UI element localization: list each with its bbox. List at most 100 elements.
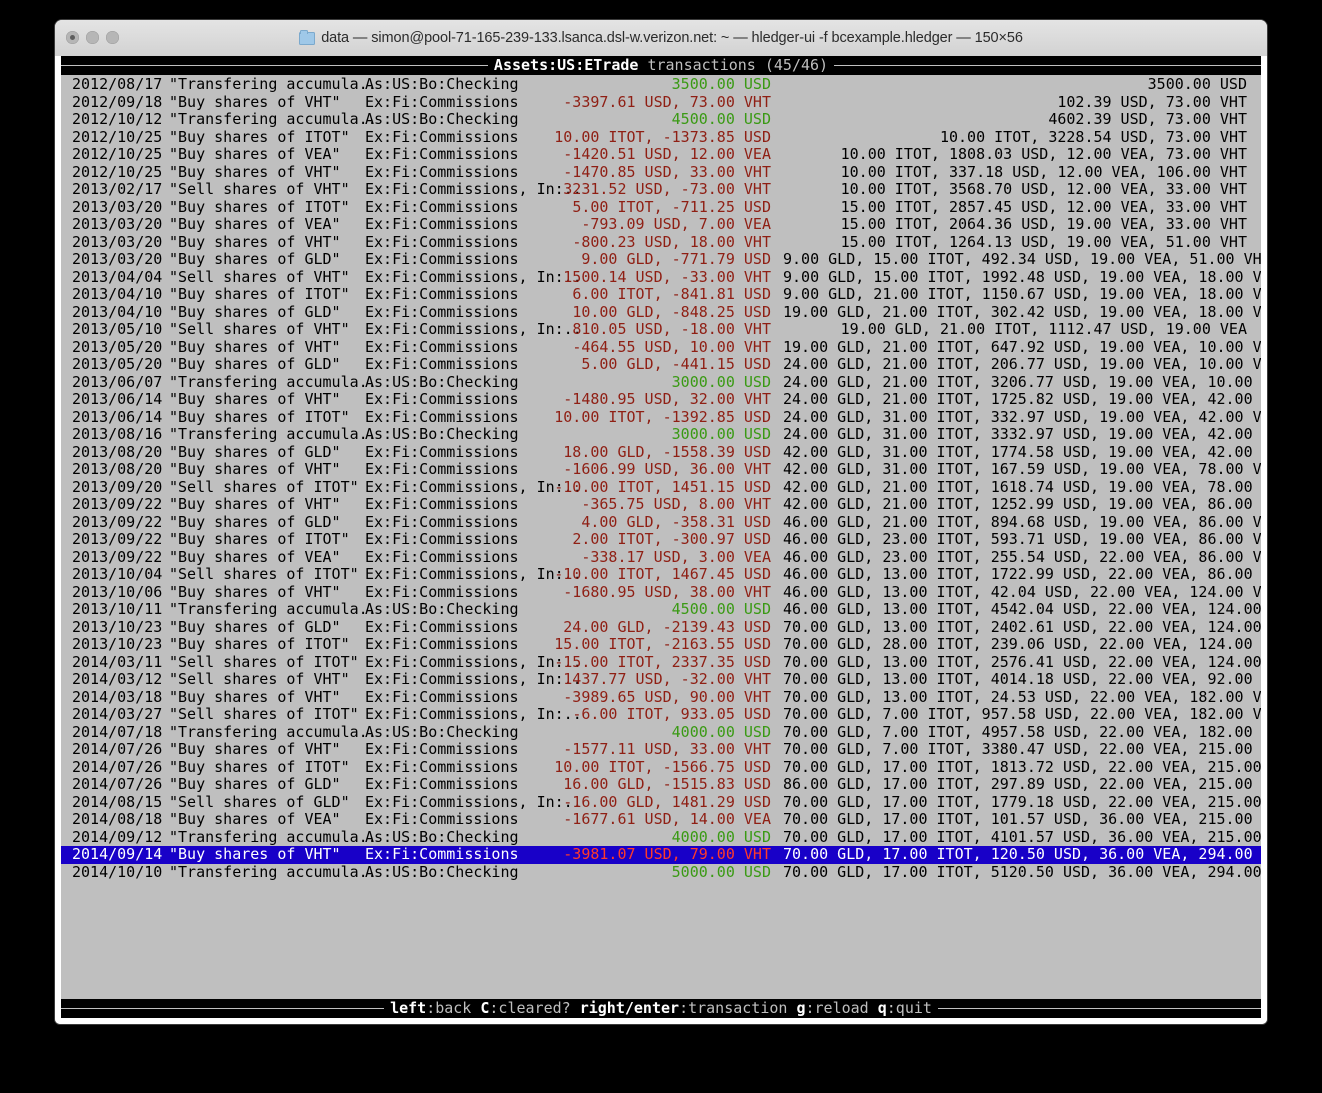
table-row[interactable]: 2013/05/20 "Buy shares of GLD" Ex:Fi:Commi… [61, 355, 1261, 374]
table-row[interactable]: 2013/05/20 "Buy shares of VHT" Ex:Fi:Commi… [61, 338, 1261, 357]
row-balance: 10.00 ITOT, 337.18 USD, 12.00 VEA, 106.0… [840, 162, 1247, 181]
status-key[interactable]: left [390, 999, 427, 1017]
status-key-desc: :transaction [679, 999, 797, 1017]
row-balance: 46.00 GLD, 23.00 ITOT, 255.54 USD, 22.00… [783, 547, 1261, 566]
row-account: Ex:Fi:Commissions [365, 302, 519, 321]
table-row[interactable]: 2013/09/22 "Buy shares of GLD" Ex:Fi:Commi… [61, 513, 1261, 532]
table-row[interactable]: 2013/10/06 "Buy shares of VHT" Ex:Fi:Commi… [61, 583, 1261, 602]
table-row[interactable]: 2013/05/10 "Sell shares of VHT" Ex:Fi:Comm… [61, 320, 1261, 339]
row-account: Ex:Fi:Commissions [365, 285, 519, 303]
status-key-desc: :back [426, 999, 481, 1017]
table-row[interactable]: 2014/09/14 "Buy shares of VHT" Ex:Fi:Commi… [61, 845, 1261, 864]
row-date: 2013/09/22 [72, 530, 163, 548]
status-key-desc: :quit [886, 999, 932, 1017]
table-row[interactable]: 2013/09/22 "Buy shares of VHT" Ex:Fi:Commi… [61, 495, 1261, 514]
header-rest: transactions (45/46) [638, 56, 829, 74]
row-account: As:US:Bo:Checking [365, 600, 519, 618]
table-row[interactable]: 2013/03/20 "Buy shares of VHT" Ex:Fi:Commi… [61, 232, 1261, 252]
row-balance: 102.39 USD, 73.00 VHT [1057, 92, 1247, 111]
status-key[interactable]: g [796, 999, 806, 1017]
table-row[interactable]: 2013/03/20 "Buy shares of GLD" Ex:Fi:Commi… [61, 250, 1261, 269]
table-row[interactable]: 2013/10/04 "Sell shares of ITOT" Ex:Fi:Com… [61, 565, 1261, 584]
table-row[interactable]: 2014/07/26 "Buy shares of VHT" Ex:Fi:Commi… [61, 740, 1261, 759]
row-balance: 15.00 ITOT, 2857.45 USD, 12.00 VEA, 33.0… [840, 197, 1247, 216]
table-row[interactable]: 2013/08/20 "Buy shares of VHT" Ex:Fi:Commi… [61, 460, 1261, 479]
row-date: 2014/07/26 [72, 775, 163, 793]
table-row[interactable]: 2012/10/25 "Buy shares of ITOT" Ex:Fi:Comm… [61, 127, 1261, 147]
row-account: As:US:Bo:Checking [365, 110, 519, 128]
table-row[interactable]: 2013/09/20 "Sell shares of ITOT" Ex:Fi:Com… [61, 478, 1261, 497]
row-description: "Buy shares of ITOT" [169, 757, 350, 776]
table-row[interactable]: 2014/03/27 "Sell shares of ITOT" Ex:Fi:Com… [61, 705, 1261, 724]
row-date: 2013/08/16 [72, 425, 163, 443]
table-row[interactable]: 2014/08/15 "Sell shares of GLD" Ex:Fi:Comm… [61, 793, 1261, 812]
row-balance: 70.00 GLD, 17.00 ITOT, 101.57 USD, 36.00… [783, 810, 1261, 828]
table-row[interactable]: 2012/10/12 "Transfering accumula.. As:US:B… [61, 110, 1261, 129]
row-account: Ex:Fi:Commissions, In:.. [365, 670, 582, 688]
table-row[interactable]: 2013/10/23 "Buy shares of ITOT" Ex:Fi:Comm… [61, 635, 1261, 654]
table-row[interactable]: 2013/04/04 "Sell shares of VHT" Ex:Fi:Comm… [61, 267, 1261, 287]
zoom-icon[interactable] [106, 31, 119, 44]
row-amount: -1606.99 USD, 36.00 VHT [563, 460, 771, 478]
row-description: "Buy shares of GLD" [169, 250, 341, 268]
table-row[interactable]: 2013/04/10 "Buy shares of ITOT" Ex:Fi:Comm… [61, 285, 1261, 304]
table-row[interactable]: 2014/03/18 "Buy shares of VHT" Ex:Fi:Commi… [61, 688, 1261, 707]
table-row[interactable]: 2012/10/25 "Buy shares of VHT" Ex:Fi:Commi… [61, 162, 1261, 182]
row-amount: 3000.00 USD [671, 372, 771, 391]
table-row[interactable]: 2014/10/10 "Transfering accumula.. As:US:B… [61, 863, 1261, 882]
status-key[interactable]: right/enter [579, 999, 680, 1017]
table-row[interactable]: 2013/03/20 "Buy shares of ITOT" Ex:Fi:Comm… [61, 197, 1261, 217]
row-account: Ex:Fi:Commissions [365, 92, 519, 111]
table-row[interactable]: 2014/08/18 "Buy shares of VEA" Ex:Fi:Commi… [61, 810, 1261, 829]
row-account: Ex:Fi:Commissions [365, 775, 519, 793]
table-row[interactable]: 2013/08/16 "Transfering accumula.. As:US:B… [61, 425, 1261, 444]
row-balance: 19.00 GLD, 21.00 ITOT, 302.42 USD, 19.00… [783, 302, 1261, 321]
table-row[interactable]: 2013/04/10 "Buy shares of GLD" Ex:Fi:Commi… [61, 302, 1261, 322]
transactions-list[interactable]: 2012/08/17 "Transfering accumula.. As:US:B… [61, 75, 1261, 999]
table-row[interactable]: 2014/07/26 "Buy shares of GLD" Ex:Fi:Commi… [61, 775, 1261, 794]
row-date: 2012/09/18 [72, 92, 163, 111]
header-rule-left [61, 65, 488, 66]
status-key[interactable]: q [877, 999, 887, 1017]
row-balance: 24.00 GLD, 21.00 ITOT, 3206.77 USD, 19.0… [783, 372, 1261, 391]
table-row[interactable]: 2012/10/25 "Buy shares of VEA" Ex:Fi:Commi… [61, 145, 1261, 164]
row-account: Ex:Fi:Commissions [365, 390, 519, 408]
row-date: 2014/03/12 [72, 670, 163, 688]
table-row[interactable]: 2013/06/14 "Buy shares of ITOT" Ex:Fi:Comm… [61, 408, 1261, 427]
table-row[interactable]: 2013/10/11 "Transfering accumula.. As:US:B… [61, 600, 1261, 619]
table-row[interactable]: 2012/08/17 "Transfering accumula.. As:US:B… [61, 75, 1261, 94]
minimize-icon[interactable] [86, 31, 99, 44]
table-row[interactable]: 2014/07/18 "Transfering accumula.. As:US:B… [61, 722, 1261, 742]
table-row[interactable]: 2013/03/20 "Buy shares of VEA" Ex:Fi:Commi… [61, 215, 1261, 234]
status-key[interactable]: C [480, 999, 490, 1017]
table-row[interactable]: 2013/06/07 "Transfering accumula.. As:US:B… [61, 372, 1261, 392]
table-row[interactable]: 2013/10/23 "Buy shares of GLD" Ex:Fi:Commi… [61, 618, 1261, 637]
window-titlebar[interactable]: data — simon@pool-71-165-239-133.lsanca.… [55, 20, 1267, 57]
header-rule-right [834, 65, 1261, 66]
row-description: "Buy shares of ITOT" [169, 127, 350, 146]
table-row[interactable]: 2014/03/12 "Sell shares of VHT" Ex:Fi:Comm… [61, 670, 1261, 689]
table-row[interactable]: 2014/09/12 "Transfering accumula.. As:US:B… [61, 828, 1261, 847]
row-amount: -3981.07 USD, 79.00 VHT [563, 845, 771, 863]
table-row[interactable]: 2012/09/18 "Buy shares of VHT" Ex:Fi:Commi… [61, 92, 1261, 112]
row-amount: -1577.11 USD, 33.00 VHT [563, 740, 771, 758]
row-description: "Buy shares of VHT" [169, 232, 341, 251]
row-balance: 42.00 GLD, 31.00 ITOT, 1774.58 USD, 19.0… [783, 442, 1261, 461]
row-amount: -793.09 USD, 7.00 VEA [581, 215, 771, 233]
status-rule-left [61, 1008, 385, 1009]
row-amount: 1500.14 USD, -33.00 VHT [563, 267, 771, 286]
table-row[interactable]: 2013/09/22 "Buy shares of VEA" Ex:Fi:Commi… [61, 547, 1261, 567]
close-icon[interactable] [66, 31, 79, 44]
table-row[interactable]: 2014/07/26 "Buy shares of ITOT" Ex:Fi:Comm… [61, 757, 1261, 777]
row-balance: 70.00 GLD, 13.00 ITOT, 2576.41 USD, 22.0… [783, 652, 1261, 671]
table-row[interactable]: 2013/06/14 "Buy shares of VHT" Ex:Fi:Commi… [61, 390, 1261, 409]
row-account: Ex:Fi:Commissions [365, 810, 519, 828]
table-row[interactable]: 2013/02/17 "Sell shares of VHT" Ex:Fi:Comm… [61, 180, 1261, 199]
row-description: "Buy shares of VEA" [169, 547, 341, 566]
status-bar: left:back C:cleared? right/enter:transac… [61, 999, 1261, 1018]
table-row[interactable]: 2013/08/20 "Buy shares of GLD" Ex:Fi:Commi… [61, 442, 1261, 462]
row-date: 2012/10/25 [72, 162, 163, 181]
table-row[interactable]: 2013/09/22 "Buy shares of ITOT" Ex:Fi:Comm… [61, 530, 1261, 549]
row-balance: 70.00 GLD, 7.00 ITOT, 4957.58 USD, 22.00… [783, 722, 1261, 741]
table-row[interactable]: 2014/03/11 "Sell shares of ITOT" Ex:Fi:Com… [61, 652, 1261, 672]
